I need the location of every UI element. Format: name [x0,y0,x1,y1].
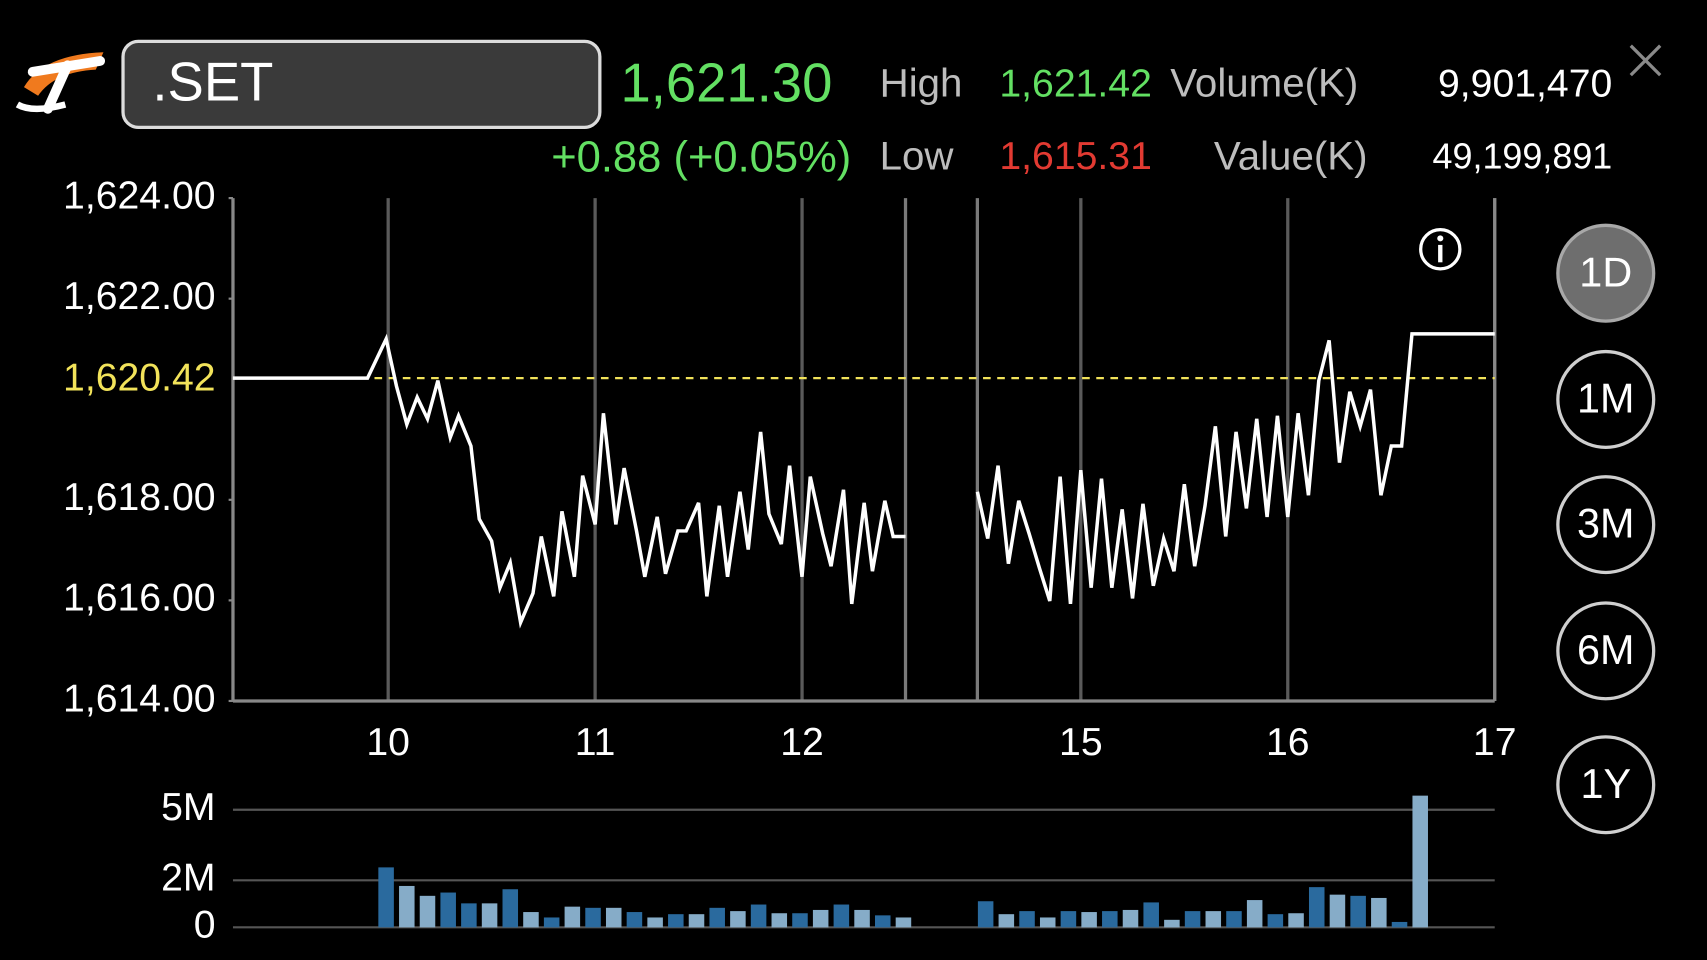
x-tick-label: 17 [1473,721,1517,764]
volume-bar [1226,911,1242,928]
volume-bar [1184,911,1201,928]
price-line [232,332,1495,629]
volume-bar [378,867,394,928]
period-button[interactable] [1556,349,1656,449]
period-label[interactable]: 1D [1579,249,1632,295]
volume-bar [792,913,808,928]
y-tick-label: 1,614.00 [63,677,215,720]
volume-bar [833,904,850,928]
period-label[interactable]: 6M [1577,627,1634,673]
volume-bar [1371,897,1387,928]
price-chart: 1,614.00 1,616.00 1,618.00 1,622.00 1,624.00… [63,174,1516,763]
volume-bar [1246,900,1263,928]
volume-tick-label: 5M [161,786,215,829]
period-label[interactable]: 3M [1577,501,1634,547]
period-button[interactable] [1556,223,1656,323]
volume-tick-label: 2M [161,857,215,900]
period-selector: 1D 1M 3M 6M 1Y [1556,223,1656,835]
period-label[interactable]: 1Y [1580,761,1631,807]
price-change: +0.88 (+0.05%) [551,134,851,182]
volume-bar [709,907,725,928]
volume-bar [1081,912,1097,928]
low-value: 1,615.31 [999,135,1151,178]
x-tick-label: 16 [1266,721,1310,764]
volume-bar [1350,895,1366,928]
volume-bar [750,904,767,928]
volume-bar [874,915,891,928]
y-tick-label: 1,616.00 [63,577,215,620]
volume-bar [1122,909,1139,928]
value-value: 49,199,891 [1433,135,1613,176]
volume-bar [895,917,912,928]
period-button[interactable] [1556,475,1656,575]
volume-chart: 02M 5M [161,786,1495,947]
volume-bar [1164,919,1180,928]
x-tick-label: 15 [1059,721,1103,764]
volume-bar [771,913,788,928]
volume-bar [461,903,477,928]
volume-bar [543,917,560,928]
volume-bar [481,903,498,928]
volume-bar [1288,913,1304,928]
volume-bar [668,914,684,928]
volume-bar [585,907,601,928]
volume-bar [564,906,581,928]
volume-bar [730,911,746,928]
high-label: High [880,61,963,106]
period-button[interactable] [1556,601,1656,701]
y-tick-label: 1,622.00 [63,275,215,318]
volume-tick-label: 0 [194,904,216,947]
x-tick-label: 12 [780,721,824,764]
volume-bar [399,885,415,928]
low-label: Low [880,134,955,179]
period-label[interactable]: 1M [1577,376,1634,422]
volume-bar [998,914,1015,928]
volume-bar [1039,917,1056,928]
volume-bar [440,892,456,928]
volume-bar [647,917,663,928]
volume-bar [1205,911,1222,928]
volume-bar [605,907,622,928]
period-button[interactable] [1556,735,1656,835]
volume-bar [1019,911,1035,928]
y-tick-label: 1,618.00 [63,476,215,519]
volume-bar [688,914,705,928]
reference-label: 1,620.42 [63,357,215,400]
last-price: 1,621.30 [621,52,833,113]
volume-bar [626,912,643,928]
volume-bar [1412,795,1428,928]
volume-bar [1102,911,1118,928]
logo [15,52,106,114]
volume-label: Volume(K) [1170,61,1358,106]
volume-bar [854,909,870,928]
volume-bar [1143,902,1159,928]
volume-bar [1060,911,1077,928]
volume-bar [419,895,436,928]
x-tick-label: 10 [366,721,410,764]
symbol: .SET [152,51,273,112]
symbol-box[interactable] [121,39,602,129]
volume-bar [523,912,539,928]
volume-bar [502,889,519,928]
volume-bar [977,901,994,928]
volume-bar [1267,914,1284,928]
x-tick-label: 11 [575,721,616,764]
volume-bar [1391,921,1408,928]
value-label: Value(K) [1214,134,1368,179]
volume-bar [1308,887,1325,928]
info-icon[interactable] [1419,228,1462,271]
volume-value: 9,901,470 [1438,62,1612,105]
volume-bar [812,909,829,928]
y-tick-label: 1,624.00 [63,174,215,217]
close-button[interactable] [1629,44,1662,77]
volume-bar [1329,894,1346,928]
high-value: 1,621.42 [999,62,1151,105]
